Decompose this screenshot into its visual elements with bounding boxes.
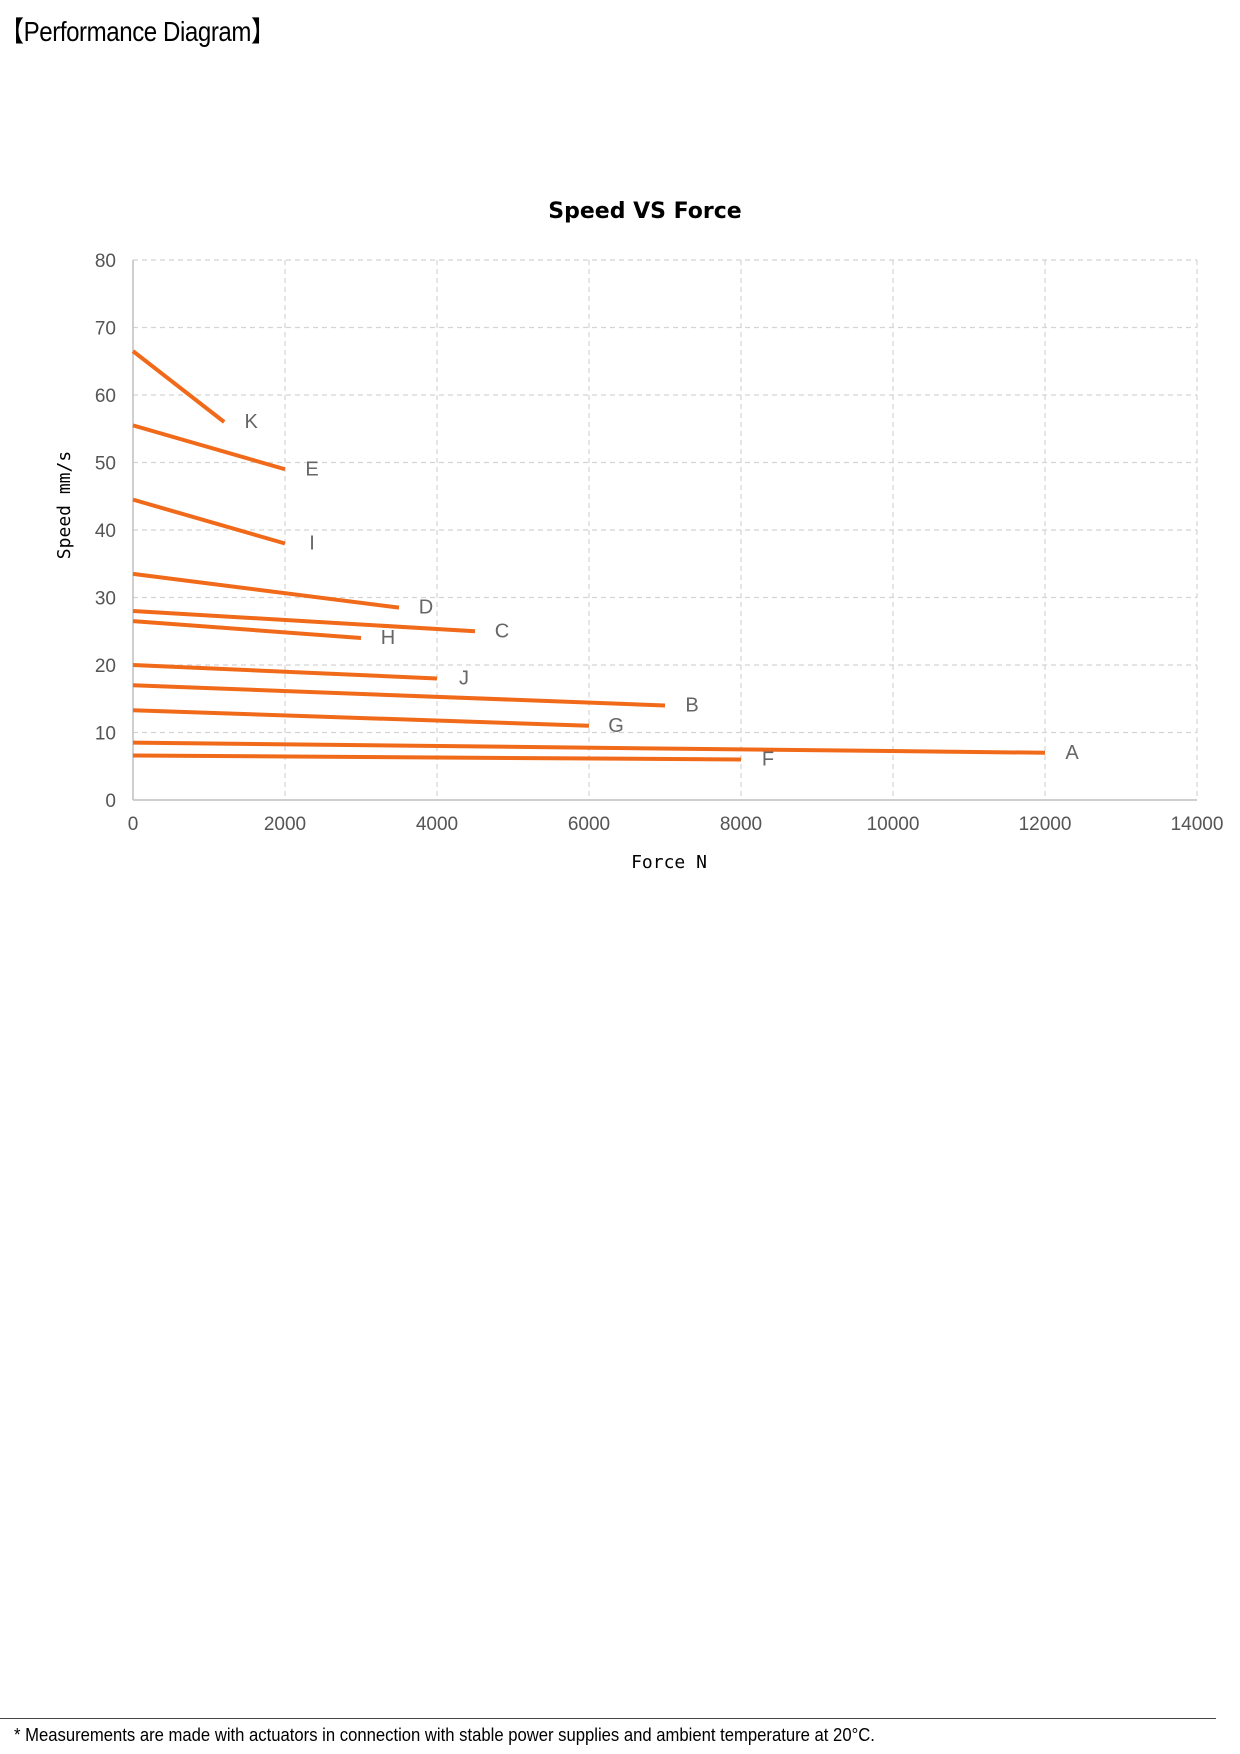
series-line-d [132, 571, 400, 610]
series-line-a [132, 740, 1046, 755]
y-tick-label: 0 [105, 791, 116, 812]
x-axis-title: Force N [631, 852, 707, 873]
series-label-e: E [305, 458, 318, 480]
x-tick-label: 2000 [264, 814, 306, 835]
x-tick-label: 4000 [416, 814, 458, 835]
series-line-i [132, 497, 286, 546]
x-tick-label: 10000 [867, 814, 920, 835]
chart-title: Speed VS Force [548, 199, 741, 224]
x-tick-label: 14000 [1171, 814, 1224, 835]
footnote: * Measurements are made with actuators i… [14, 1724, 875, 1745]
chart-grid [133, 259, 1198, 800]
y-tick-label: 30 [95, 589, 116, 610]
series-label-a: A [1065, 742, 1079, 764]
x-tick-label: 0 [128, 814, 139, 835]
series-labels: K E I D C H J B G A F [245, 411, 1080, 771]
series-label-k: K [245, 411, 259, 433]
series-line-f [132, 753, 742, 762]
series-label-h: H [381, 627, 395, 649]
performance-chart: Speed VS Force 0 10 20 30 40 50 60 70 80 0 2000 40… [0, 180, 1240, 900]
series-line-g [132, 708, 590, 728]
chart-axes [132, 260, 1197, 801]
chart-series [131, 349, 1046, 762]
series-label-b: B [685, 695, 698, 717]
x-tick-label: 6000 [568, 814, 610, 835]
series-label-f: F [762, 749, 774, 771]
y-axis-ticks: 0 10 20 30 40 50 60 70 80 [95, 251, 116, 812]
y-axis-title: Speed mm/s [54, 451, 75, 559]
y-tick-label: 60 [95, 386, 116, 407]
y-tick-label: 10 [95, 724, 116, 745]
y-tick-label: 50 [95, 454, 116, 475]
y-tick-label: 40 [95, 521, 116, 542]
series-line-c [132, 609, 476, 634]
footer-divider [0, 1718, 1216, 1719]
speed-force-chart: Speed VS Force 0 10 20 30 40 50 60 70 80 0 2000 40… [54, 199, 1224, 873]
y-tick-label: 70 [95, 319, 116, 340]
x-tick-label: 12000 [1019, 814, 1072, 835]
x-tick-label: 8000 [720, 814, 762, 835]
series-line-e [132, 423, 286, 472]
series-line-b [132, 683, 666, 708]
series-line-j [132, 663, 438, 681]
series-label-g: G [608, 715, 624, 737]
x-axis-ticks: 0 2000 4000 6000 8000 10000 12000 14000 [128, 814, 1224, 835]
series-label-j: J [459, 668, 469, 690]
series-line-k [131, 349, 226, 424]
page-title: 【Performance Diagram】 [0, 16, 275, 47]
y-tick-label: 80 [95, 251, 116, 272]
series-label-i: I [309, 533, 315, 555]
series-line-h [132, 619, 362, 640]
series-label-c: C [495, 620, 509, 642]
series-label-d: D [419, 597, 433, 619]
y-tick-label: 20 [95, 656, 116, 677]
